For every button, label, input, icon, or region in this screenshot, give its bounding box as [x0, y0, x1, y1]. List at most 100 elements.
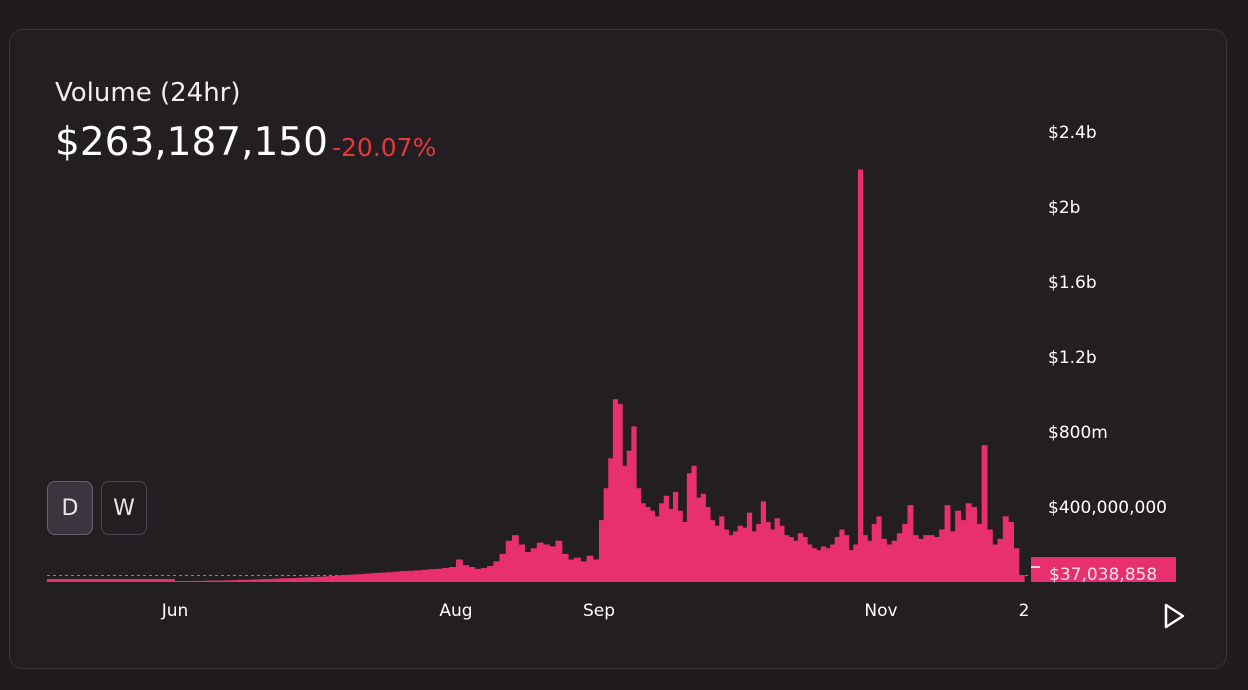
volume-bar — [881, 538, 887, 583]
volume-bar — [252, 579, 260, 583]
volume-bar — [672, 492, 679, 582]
volume-bar — [811, 548, 817, 582]
volume-bar — [686, 473, 693, 582]
volume-bar — [700, 493, 706, 583]
volume-bar — [487, 566, 494, 582]
volume-bar — [997, 538, 1004, 583]
volume-bar — [802, 537, 808, 582]
volume-bar — [971, 507, 977, 582]
volume-bar — [378, 572, 387, 583]
volume-bar — [714, 525, 720, 582]
volume-bar — [189, 580, 197, 583]
volume-bar — [834, 537, 840, 582]
volume-bar — [965, 503, 972, 582]
baseline-bar — [47, 579, 175, 582]
volume-bar — [867, 540, 873, 582]
volume-bar — [853, 544, 859, 582]
volume-bar — [301, 577, 310, 582]
volume-bar — [797, 533, 804, 582]
volume-bar — [622, 465, 628, 582]
volume-bar — [530, 548, 538, 582]
volume-bar — [871, 523, 877, 583]
volume-bar — [663, 495, 669, 582]
volume-bar — [779, 525, 785, 582]
volume-bar — [986, 529, 993, 582]
volume-bar — [392, 571, 401, 582]
volume-bar — [406, 570, 415, 582]
volume-bar — [580, 561, 588, 583]
volume-bar — [923, 535, 930, 583]
day-toggle-button[interactable]: D — [47, 481, 93, 535]
volume-bar — [976, 523, 983, 583]
volume-bar — [456, 559, 463, 582]
volume-bar — [737, 525, 743, 582]
volume-bar — [682, 522, 688, 582]
volume-bar — [574, 557, 581, 583]
volume-bar — [742, 527, 748, 583]
volume-bar — [902, 523, 909, 583]
volume-bar — [844, 535, 850, 583]
y-tick-label: $400,000,000 — [1048, 498, 1167, 518]
volume-bar — [259, 579, 267, 582]
volume-bar — [626, 450, 632, 582]
volume-bar — [635, 488, 642, 582]
volume-bar — [728, 535, 734, 583]
y-tick-label: $800m — [1048, 423, 1108, 443]
volume-bar — [793, 540, 799, 582]
volume-bar — [536, 542, 544, 583]
volume-bar — [918, 538, 924, 583]
volume-bar — [231, 580, 239, 583]
volume-bar — [586, 555, 594, 582]
volume-bar — [474, 568, 482, 583]
volume-bar — [691, 465, 697, 582]
volume-bar — [434, 568, 443, 583]
volume-bar — [336, 575, 345, 582]
x-tick-label: Aug — [439, 601, 472, 621]
volume-bar — [1013, 548, 1020, 582]
volume-bar — [499, 553, 507, 583]
volume-bar — [891, 540, 898, 582]
volume-bar — [955, 510, 962, 582]
play-icon[interactable] — [1160, 600, 1188, 632]
volume-bar — [427, 569, 436, 582]
volume-bar — [210, 580, 218, 582]
volume-bar — [413, 570, 422, 583]
volume-bar — [788, 537, 794, 582]
volume-bar — [315, 576, 324, 582]
volume-bar — [592, 559, 600, 582]
volume-bar — [783, 535, 790, 583]
volume-bar — [659, 503, 665, 582]
change-percent: -20.07% — [332, 133, 437, 162]
volume-bar — [896, 533, 903, 582]
volume-bar — [555, 540, 563, 582]
volume-bar — [746, 512, 753, 583]
week-toggle-button[interactable]: W — [101, 481, 147, 535]
volume-bar — [848, 550, 854, 583]
volume-bar — [567, 559, 575, 582]
x-tick-label: Nov — [864, 601, 897, 621]
y-tick-label: $2b — [1048, 198, 1080, 218]
volume-bar — [608, 458, 614, 582]
volume-bar — [765, 522, 771, 582]
volume-bar — [287, 578, 296, 582]
volume-bar — [696, 497, 702, 583]
volume-bar — [631, 426, 637, 583]
volume-bar — [617, 403, 623, 583]
volume-bar — [677, 510, 683, 582]
volume-bar — [518, 544, 525, 582]
volume-bar — [960, 520, 967, 583]
volume-bar — [224, 580, 232, 582]
volume-bar — [857, 169, 864, 582]
volume-bar — [981, 445, 988, 583]
volume-bar — [505, 540, 513, 582]
volume-bar — [524, 552, 532, 582]
volume-bar — [343, 574, 352, 583]
volume-bar — [770, 529, 776, 582]
volume-bar — [992, 544, 999, 582]
volume-bar — [709, 520, 716, 583]
volume-bar — [511, 535, 519, 583]
volume-bar — [549, 546, 557, 583]
volume-bar — [939, 529, 946, 582]
volume-bar — [448, 567, 457, 582]
